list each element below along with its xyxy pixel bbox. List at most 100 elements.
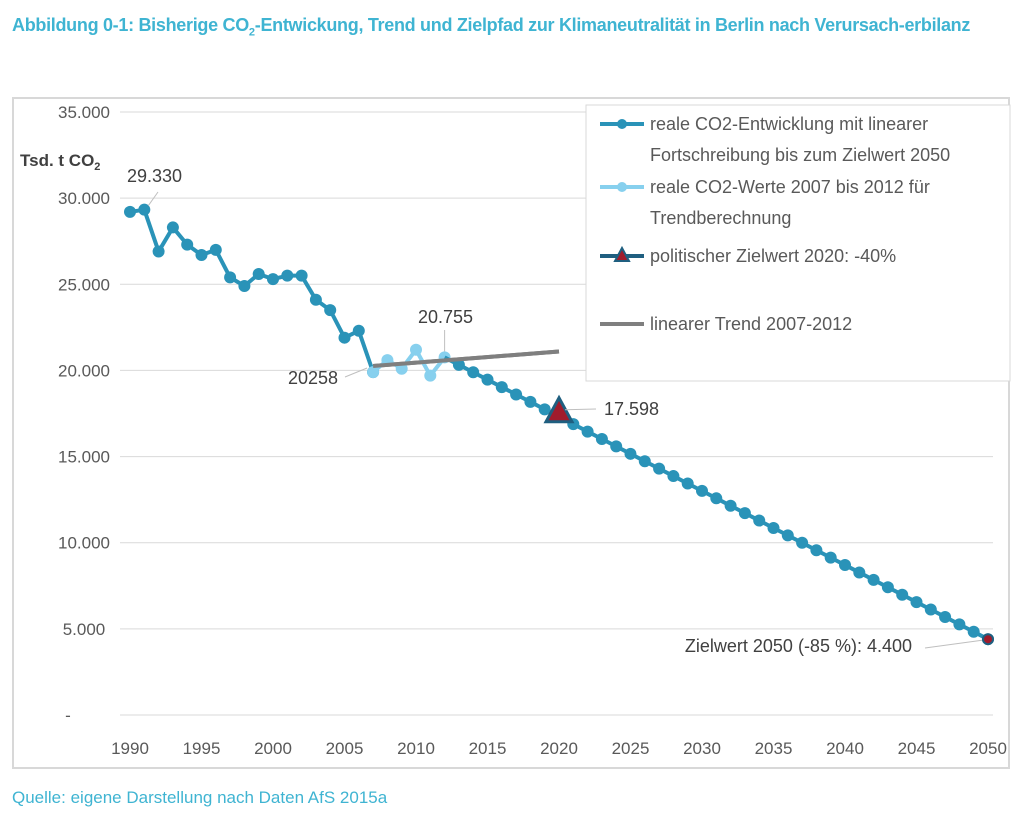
projection-data-point — [724, 499, 737, 512]
projection-data-point — [881, 581, 894, 594]
y-tick-label: 15.000 — [58, 448, 110, 467]
legend-marker-icon — [617, 182, 627, 192]
trend-value-point — [367, 366, 380, 379]
projection-data-point — [924, 603, 937, 616]
projection-data-point — [810, 544, 823, 557]
historic-data-point — [338, 331, 351, 344]
projection-data-point — [481, 373, 494, 386]
x-tick-label: 2015 — [469, 739, 507, 758]
leader-line — [344, 367, 368, 378]
projection-data-point — [738, 507, 751, 520]
historic-series-line — [129, 207, 375, 373]
projection-data-point — [753, 514, 766, 527]
projection-data-point — [538, 403, 551, 416]
title-suffix: -Entwickung, Trend und Zielpfad zur Klim… — [254, 15, 971, 35]
x-tick-label: 2025 — [612, 739, 650, 758]
x-tick-label: 2030 — [683, 739, 721, 758]
projection-data-point — [610, 440, 623, 453]
title-subscript: 2 — [248, 26, 255, 39]
leader-line — [924, 639, 983, 649]
legend-label: politischer Zielwert 2020: -40% — [650, 246, 896, 266]
projection-data-point — [681, 477, 694, 490]
annotation-2012-value: 20.755 — [418, 307, 473, 327]
series-group — [124, 203, 994, 646]
historic-data-point — [295, 269, 308, 282]
annotation-2007-trend-value: 20258 — [288, 368, 338, 388]
y-axis-unit: Tsd. t CO2 — [20, 151, 100, 173]
historic-data-point — [152, 245, 165, 258]
annotations: 29.330 20.755 20258 17.598 Zielwert 2050 (-8… — [127, 166, 983, 656]
leader-line — [147, 191, 159, 206]
leader-line — [564, 408, 597, 411]
projection-data-point — [781, 529, 794, 542]
y-tick-label: 10.000 — [58, 534, 110, 553]
projection-data-point — [696, 484, 708, 497]
historic-data-point — [124, 205, 136, 218]
projection-data-point — [710, 492, 723, 505]
projection-data-point — [581, 425, 594, 438]
legend-triangle-icon — [613, 245, 631, 262]
target-2050-marker — [982, 633, 994, 646]
projection-data-point — [452, 358, 465, 371]
projection-data-point — [767, 521, 780, 534]
historic-data-point — [281, 269, 294, 282]
historic-data-point — [324, 304, 337, 317]
x-tick-label: 1995 — [183, 739, 221, 758]
x-tick-label: 2020 — [540, 739, 578, 758]
historic-data-point — [138, 203, 151, 216]
projection-data-point — [939, 610, 952, 623]
projection-data-point — [467, 366, 480, 379]
projection-data-point — [495, 381, 508, 394]
historic-data-point — [267, 273, 279, 286]
historic-data-point — [209, 243, 222, 256]
legend-key-trend — [600, 182, 644, 192]
legend-key-main — [600, 119, 644, 129]
trend-value-point — [410, 343, 422, 356]
projection-data-point — [510, 388, 523, 401]
legend-label: linearer Trend 2007-2012 — [650, 314, 852, 334]
projection-data-point — [896, 588, 909, 601]
x-axis-ticks: 1990 1995 2000 2005 2010 2015 2020 2025 2030 2035… — [111, 739, 1007, 758]
legend-label-continued: Fortschreibung bis zum Zielwert 2050 — [650, 145, 950, 165]
projection-data-point — [796, 536, 809, 549]
historic-data-point — [309, 293, 322, 306]
figure-title: Abbildung 0-1: Bisherige CO2-Entwickung,… — [12, 10, 1012, 48]
y-tick-label: 25.000 — [58, 275, 110, 294]
y-tick-label: 30.000 — [58, 189, 110, 208]
legend-label: reale CO2-Entwicklung mit linearer — [650, 114, 928, 134]
projection-data-point — [853, 566, 866, 579]
legend-box — [585, 104, 1011, 382]
projection-data-point — [839, 559, 851, 572]
projection-data-point — [867, 573, 880, 586]
x-tick-label: 2045 — [898, 739, 936, 758]
x-tick-label: 2035 — [755, 739, 793, 758]
projection-data-point — [667, 470, 680, 483]
projection-data-point — [624, 447, 637, 460]
legend: reale CO2-Entwicklung mit linearer Fortsc… — [585, 104, 1011, 382]
historic-data-point — [352, 324, 365, 337]
y-tick-label: 5.000 — [63, 620, 106, 639]
legend-label: reale CO2-Werte 2007 bis 2012 für — [650, 177, 930, 197]
trend-value-point — [424, 369, 437, 382]
projection-data-point — [910, 596, 923, 609]
projection-data-point — [595, 432, 608, 445]
x-tick-label: 2000 — [254, 739, 292, 758]
linear-trend-line-overlay — [372, 349, 560, 368]
x-tick-label: 2010 — [397, 739, 435, 758]
historic-data-point — [252, 267, 265, 280]
projection-data-point — [638, 455, 651, 468]
projection-data-point — [953, 618, 966, 631]
historic-data-point — [181, 238, 194, 251]
historic-data-point — [224, 271, 237, 284]
x-tick-label: 2050 — [969, 739, 1007, 758]
projection-data-point — [653, 462, 666, 475]
projection-data-point — [967, 625, 980, 638]
y-axis-ticks: - 5.000 10.000 15.000 20.000 25.000 30.000 35.0… — [58, 103, 110, 725]
projection-data-point — [824, 551, 837, 564]
y-tick-label: - — [65, 706, 71, 725]
chart-frame — [12, 97, 1010, 769]
x-tick-label: 1990 — [111, 739, 149, 758]
x-tick-label: 2040 — [826, 739, 864, 758]
annotation-2050-target-value: Zielwert 2050 (-85 %): 4.400 — [685, 636, 912, 656]
